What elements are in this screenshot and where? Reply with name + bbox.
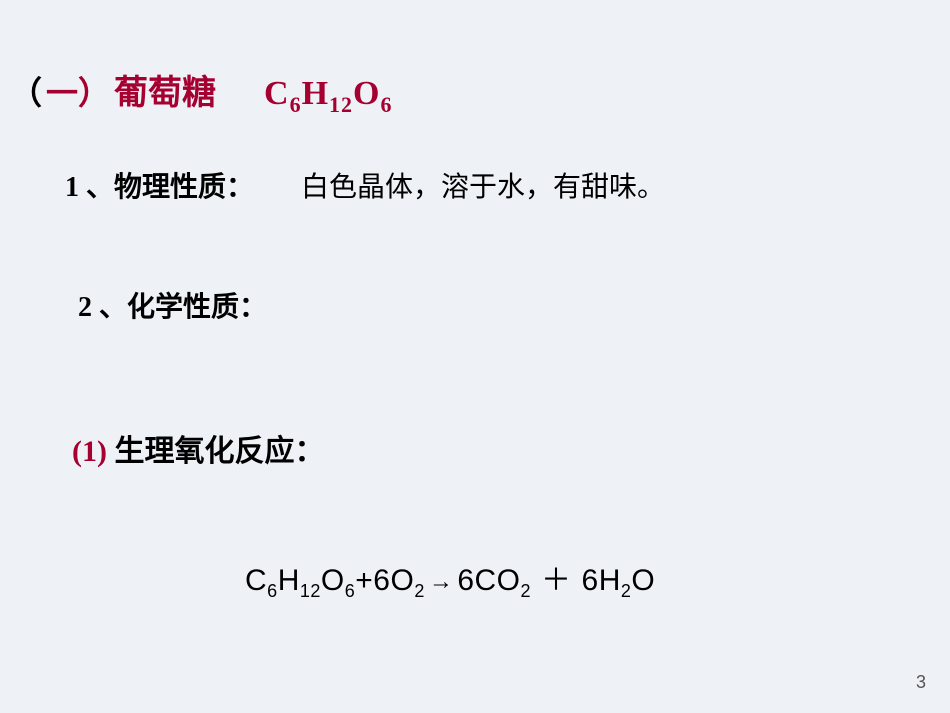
section2-number: 2 [78, 292, 92, 323]
slide-title: （ 一） 葡萄糖 C6H12O6 [10, 65, 393, 118]
title-number-cn: 一） [46, 68, 110, 114]
sub1-number: (1) [72, 435, 107, 468]
section-chemical-properties: 2 、化学性质： [78, 285, 267, 325]
section2-label: 化学性质： [127, 292, 267, 323]
chemical-equation: C6H12O6+6O2→6CO2＋6H2O [245, 555, 655, 602]
sub1-label: 生理氧化反应： [114, 435, 324, 468]
section1-desc: 白色晶体，溶于水，有甜味。 [301, 172, 665, 203]
section1-sep: 、 [86, 172, 114, 203]
title-name: 葡萄糖 [114, 65, 216, 114]
section2-sep: 、 [99, 292, 127, 323]
title-formula: C6H12O6 [264, 75, 392, 118]
arrow-icon: → [429, 568, 454, 595]
section1-number: 1 [65, 172, 79, 203]
slide: （ 一） 葡萄糖 C6H12O6 1 、物理性质： 白色晶体，溶于水，有甜味。 … [0, 0, 950, 713]
title-paren: （ [10, 68, 42, 114]
section1-label: 物理性质： [114, 172, 254, 203]
subsection-oxidation: (1) 生理氧化反应： [72, 426, 324, 470]
page-number: 3 [916, 672, 926, 693]
section-physical-properties: 1 、物理性质： 白色晶体，溶于水，有甜味。 [65, 165, 665, 205]
